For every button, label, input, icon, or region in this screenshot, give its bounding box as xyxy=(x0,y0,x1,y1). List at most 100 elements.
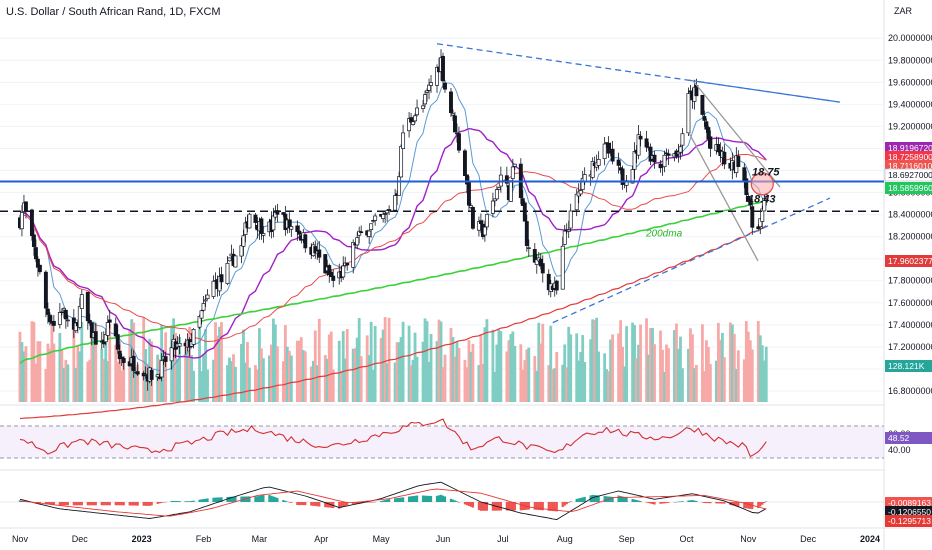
candle-body xyxy=(429,82,433,86)
volume-bar xyxy=(413,332,417,402)
macd-histogram-bar xyxy=(188,501,191,502)
volume-bar xyxy=(533,355,537,402)
macd-histogram-bar xyxy=(415,495,419,502)
macd-histogram-bar xyxy=(164,501,167,503)
candle-body xyxy=(303,234,308,249)
volume-bar xyxy=(519,344,523,402)
volume-bar xyxy=(513,345,517,402)
volume-bar xyxy=(595,317,599,402)
macd-value-box xyxy=(885,515,932,527)
macd-histogram-bar xyxy=(443,496,447,502)
volume-bar xyxy=(539,343,543,402)
candle-body xyxy=(261,233,266,236)
volume-bar xyxy=(24,346,28,402)
candle-body xyxy=(201,303,206,311)
volume-bar xyxy=(435,341,439,402)
macd-histogram-bar xyxy=(88,502,91,506)
volume-bar xyxy=(509,333,513,402)
volume-bar xyxy=(351,348,355,402)
macd-histogram-bar xyxy=(18,500,22,502)
macd-value-label: -0.1295713 xyxy=(888,516,931,526)
macd-histogram-bar xyxy=(429,496,433,502)
volume-bar xyxy=(256,369,259,402)
volume-bar xyxy=(728,322,732,402)
candle-body xyxy=(191,329,196,345)
macd-histogram-bar xyxy=(186,501,189,502)
candle-body xyxy=(644,138,649,148)
candle-body xyxy=(602,143,607,159)
volume-bar xyxy=(216,335,219,402)
macd-histogram-bar xyxy=(118,502,121,506)
macd-histogram-bar xyxy=(525,502,528,510)
candle-body xyxy=(205,294,210,299)
macd-histogram-bar xyxy=(382,500,385,502)
volume-bar xyxy=(593,319,597,402)
macd-histogram-bar xyxy=(296,502,299,506)
volume-bar xyxy=(651,327,654,402)
price-tick-label: 20.0000000 xyxy=(888,33,932,43)
macd-histogram-bar xyxy=(651,502,654,505)
macd-histogram-bar xyxy=(541,502,544,511)
macd-histogram-bar xyxy=(358,502,361,504)
candle-body xyxy=(385,210,390,214)
macd-histogram-bar xyxy=(509,502,512,511)
candle-body xyxy=(524,221,529,246)
candle-body xyxy=(574,193,579,211)
macd-histogram-bar xyxy=(757,502,760,509)
candle-body xyxy=(359,231,364,234)
macd-histogram-bar xyxy=(605,496,608,502)
candle-body xyxy=(373,215,378,221)
rsi-line xyxy=(19,418,767,458)
volume-bar xyxy=(22,351,26,402)
volume-bar xyxy=(495,344,499,402)
volume-bar xyxy=(172,318,176,402)
volume-bar xyxy=(162,352,166,402)
price-tick-label: 17.2000000 xyxy=(888,342,932,352)
volume-bar xyxy=(635,358,638,402)
volume-bar xyxy=(269,344,273,402)
volume-bar xyxy=(240,343,243,402)
macd-value-label: -0.1206550 xyxy=(888,507,931,517)
candle-body xyxy=(750,206,755,228)
macd-histogram-bar xyxy=(324,502,327,508)
volume-bar xyxy=(583,361,587,402)
macd-histogram-bar xyxy=(719,502,722,504)
volume-bar xyxy=(693,368,696,402)
macd-histogram-bar xyxy=(290,502,293,503)
time-tick-label: Nov xyxy=(740,534,757,544)
macd-histogram-bar xyxy=(663,502,666,504)
volume-bar xyxy=(451,337,455,402)
volume-bar xyxy=(423,318,427,402)
volume-bar xyxy=(597,351,601,402)
candle-body xyxy=(652,154,657,163)
candle-body xyxy=(105,322,110,336)
candle-body xyxy=(233,255,238,268)
macd-histogram-bar xyxy=(212,497,215,502)
candle-body xyxy=(51,320,56,326)
candle-body xyxy=(457,133,461,151)
volume-bar xyxy=(92,321,96,402)
macd-histogram-bar xyxy=(274,497,277,502)
candle-body xyxy=(466,182,471,206)
volume-bar xyxy=(663,371,666,402)
macd-histogram-bar xyxy=(46,502,49,505)
price-tick-label: 17.4000000 xyxy=(888,320,932,330)
volume-bar xyxy=(667,348,670,402)
volume-bar xyxy=(429,333,433,402)
time-tick-label: 2024 xyxy=(860,534,880,544)
macd-histogram-bar xyxy=(102,502,105,506)
macd-histogram-bar xyxy=(533,502,536,510)
volume-bar xyxy=(206,369,209,402)
macd-histogram-bar xyxy=(276,497,279,502)
volume-bar xyxy=(158,359,162,402)
macd-histogram-bar xyxy=(148,502,151,506)
price-tag-box xyxy=(885,255,932,267)
ma-200-line xyxy=(19,199,767,365)
macd-histogram-bar xyxy=(659,502,662,504)
macd-histogram-bar xyxy=(597,495,600,502)
macd-histogram-bar xyxy=(401,497,405,502)
macd-histogram-bar xyxy=(230,496,233,502)
volume-bar xyxy=(744,321,748,402)
volume-bar xyxy=(46,343,50,402)
candle-body xyxy=(247,213,252,229)
